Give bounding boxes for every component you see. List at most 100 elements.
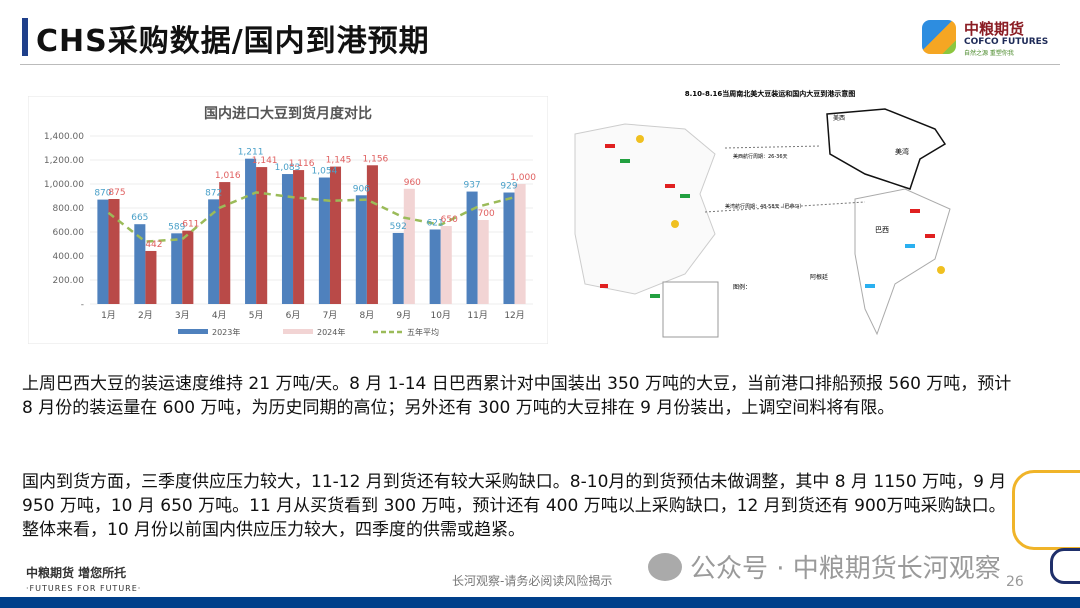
data-label-2023: 592 [390,222,407,232]
map-legend: 图例： [733,283,751,291]
legend-label: 2023年 [212,327,240,337]
bar-2023 [97,199,109,304]
bar-2024 [256,167,268,304]
bar-2023 [466,191,478,304]
bar-2024 [514,184,526,304]
y-tick-label: 1,400.00 [44,132,84,142]
bar-2024 [329,166,342,304]
x-tick-label: 1月 [101,310,116,321]
y-tick-label: 400.00 [53,252,85,262]
decoration-frame [1050,548,1080,584]
bar-2023 [429,229,441,304]
data-label-2023: 872 [205,188,222,198]
label-brazil: 巴西 [875,226,889,234]
slogan-cn: 中粮期货 增您所托 [26,566,127,580]
data-label-2024: 960 [404,178,421,188]
x-tick-label: 5月 [249,310,264,321]
divider [20,64,1060,65]
page-title: CHS采购数据/国内到港预期 [36,24,430,59]
footer-slogan: 中粮期货 增您所托 ·FUTURES FOR FUTURE· [26,564,141,593]
paragraph-domestic-arrivals: 国内到货方面，三季度供应压力较大，11-12 月到货还有较大采购缺口。8-10月… [22,472,1007,540]
slogan-en: ·FUTURES FOR FUTURE· [26,584,142,593]
data-label-2024: 1,156 [363,154,389,164]
x-tick-label: 8月 [360,310,375,321]
data-label-2023: 929 [500,182,517,192]
y-tick-label: 200.00 [53,276,85,286]
data-label-2023: 1,083 [275,163,301,173]
x-tick-label: 3月 [175,310,190,321]
bar-2023 [503,192,515,304]
usa-map [826,108,947,190]
legend-label: 五年平均 [407,327,439,337]
watermark: 公众号 · 中粮期货长河观察 [648,548,1001,585]
x-tick-label: 2月 [138,310,153,321]
cofco-logo: 中粮期货 COFCO FUTURES 自然之源 重塑你我 [922,18,1062,58]
x-tick-label: 9月 [396,310,411,321]
legend-label: 2024年 [317,327,345,337]
data-label-2024: 650 [441,215,458,225]
five-year-average-line [107,191,515,243]
footer-bar [0,597,1080,608]
x-tick-label: 6月 [286,310,301,321]
port-table [662,281,719,338]
data-label-2023: 937 [463,181,480,191]
bar-2024 [182,230,194,304]
chart-title: 国内进口大豆到货月度对比 [204,105,372,122]
x-tick-label: 10月 [430,310,450,321]
data-label-2024: 875 [108,188,125,198]
logo-en: COFCO FUTURES [964,37,1049,47]
label-us-west: 美西 [833,114,845,122]
y-tick-label: 1,200.00 [44,156,84,166]
bar-2024 [219,182,231,304]
bar-2023 [281,174,294,304]
bar-2024 [145,250,157,304]
data-label-2024: 1,016 [215,171,241,181]
data-label-2024: 442 [145,240,162,250]
data-label-2023: 665 [131,213,148,223]
bar-2023 [171,233,183,304]
x-tick-label: 12月 [504,310,524,321]
x-tick-label: 4月 [212,310,227,321]
bar-2023 [208,199,220,304]
bar-2024 [108,199,120,304]
y-tick-label: 600.00 [53,228,85,238]
bar-2023 [134,224,146,304]
y-tick-label: - [81,300,84,310]
arrival-chart: 国内进口大豆到货月度对比 - 200.00 400.00 600.00 800.00 1,… [28,96,548,344]
bar-2023 [392,232,404,304]
data-label-2023: 870 [94,189,111,199]
page-number: 26 [1006,574,1024,590]
bar-2024 [440,226,452,304]
data-label-2024: 1,145 [326,156,352,166]
logo-cn: 中粮期货 [964,20,1025,38]
data-label-2023: 589 [168,222,185,232]
label-argentina: 阿根廷 [810,273,828,281]
decoration-frame [1012,470,1080,550]
logo-sub: 自然之源 重塑你我 [964,50,1014,57]
y-tick-label: 1,000.00 [44,180,84,190]
label-us-gulf: 美湾 [895,147,909,156]
data-label-2023: 1,054 [312,167,338,177]
route-gulf: 美湾航行周期：48-58天（巴拿马） [725,203,805,210]
bar-2023 [355,195,367,304]
bar-2024 [366,165,378,304]
x-tick-label: 7月 [323,310,338,321]
data-label-2024: 611 [182,220,199,230]
route-west: 美西航行周期：26-36天 [733,153,788,160]
data-label-2024: 1,141 [252,156,278,166]
x-tick-label: 11月 [467,310,487,321]
data-label-2024: 1,000 [510,173,536,183]
bar-2023 [318,177,330,304]
data-label-2023: 906 [353,184,370,194]
legend-swatch [283,329,313,334]
legend-swatch [178,329,208,334]
y-tick-label: 800.00 [53,204,85,214]
bar-2024 [403,188,415,304]
data-label-2024: 1,116 [289,159,315,169]
bar-2024 [477,220,489,304]
shipping-map: 8.10-8.16当周南北美大豆装运和国内大豆到港示意图 美湾 美西 巴西 阿根… [574,89,951,338]
watermark-text: 公众号 · 中粮期货长河观察 [690,554,1001,584]
wechat-icon [648,552,682,581]
map-title: 8.10-8.16当周南北美大豆装运和国内大豆到港示意图 [685,89,855,98]
bar-2024 [293,170,305,304]
